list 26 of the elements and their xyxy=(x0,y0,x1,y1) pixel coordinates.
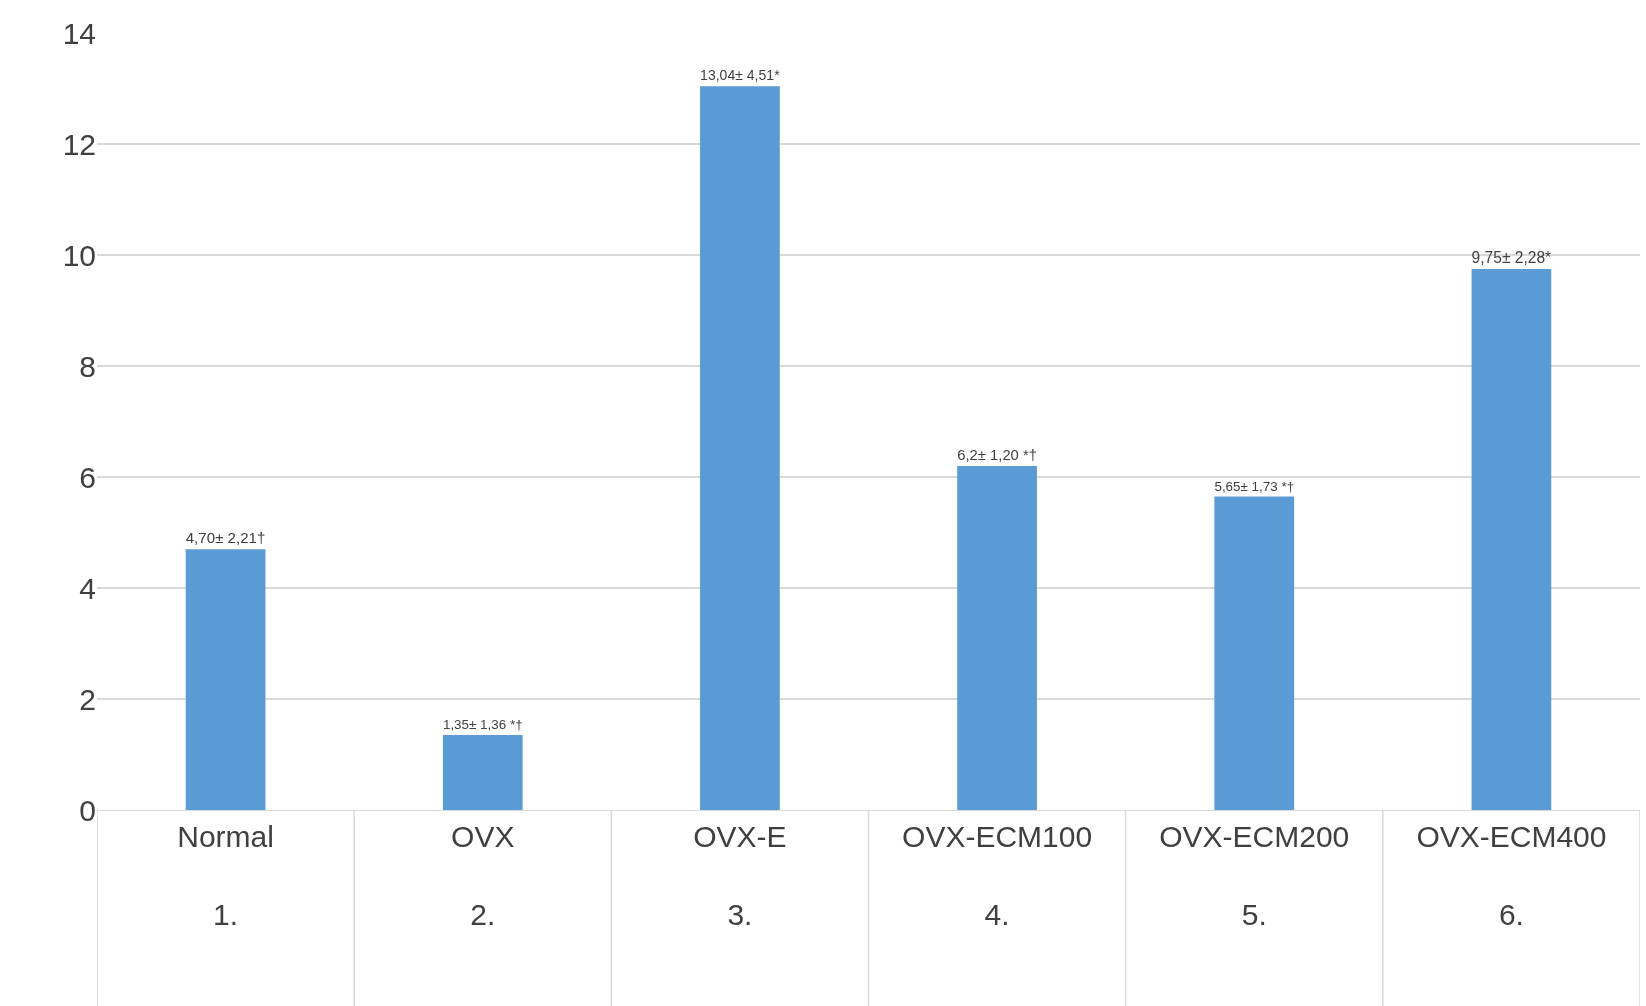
y-tick-label: 2 xyxy=(79,682,96,716)
y-tick-label: 4 xyxy=(79,571,96,605)
data-label: 6,2± 1,20 *† xyxy=(957,446,1037,463)
y-tick-label: 6 xyxy=(79,460,96,494)
data-label: 4,70± 2,21† xyxy=(185,529,266,547)
data-label: 13,04± 4,51* xyxy=(700,67,781,84)
data-label: 5,65± 1,73 *† xyxy=(1214,478,1295,494)
y-tick-label: 0 xyxy=(79,793,96,827)
bar xyxy=(442,735,523,810)
data-label: 9,75± 2,28* xyxy=(1471,248,1552,266)
bar xyxy=(1471,268,1552,810)
category-label: OVX-ECM100 4. xyxy=(902,820,1093,931)
category-label: OVX-ECM200 5. xyxy=(1159,820,1350,931)
category-label: OVX 2. xyxy=(451,820,515,931)
category-label: Normal 1. xyxy=(177,820,274,931)
bar xyxy=(700,86,780,810)
y-tick-label: 8 xyxy=(79,349,96,383)
bar xyxy=(1214,496,1295,810)
y-tick-label: 10 xyxy=(62,238,96,272)
bar xyxy=(957,465,1037,810)
y-tick-label: 14 xyxy=(62,16,96,50)
category-label: OVX-E 3. xyxy=(693,820,787,931)
bar xyxy=(185,549,266,810)
data-label: 1,35± 1,36 *† xyxy=(442,717,523,733)
category-label: OVX-ECM400 6. xyxy=(1416,820,1607,931)
y-tick-label: 12 xyxy=(62,127,96,161)
